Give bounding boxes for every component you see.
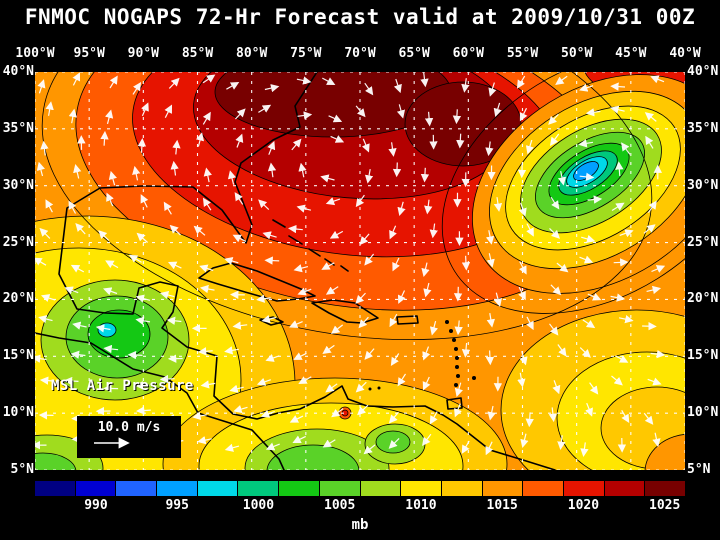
pressure-field bbox=[35, 72, 685, 470]
colorbar-segment-10 bbox=[400, 481, 441, 496]
lon-label-60°W: 60°W bbox=[452, 46, 484, 61]
wind-reference-speed: 10.0 m/s bbox=[97, 420, 161, 435]
colorbar-label-1025: 1025 bbox=[649, 498, 681, 513]
lesser-antilles-islands bbox=[368, 320, 476, 391]
coastline-trinidad bbox=[446, 397, 463, 410]
lat-label-left-35°N: 35°N bbox=[2, 120, 34, 136]
colorbar-segment-13 bbox=[522, 481, 563, 496]
lon-label-80°W: 80°W bbox=[236, 46, 268, 61]
wind-reference-legend: 10.0 m/s bbox=[77, 416, 181, 458]
colorbar-label-1010: 1010 bbox=[405, 498, 437, 513]
colorbar-segment-16 bbox=[644, 481, 685, 496]
lat-label-left-15°N: 15°N bbox=[2, 348, 34, 364]
wind-arrows bbox=[35, 72, 666, 457]
colorbar-segment-1 bbox=[35, 481, 75, 496]
grid-lines bbox=[35, 72, 685, 470]
coastline-bahamas bbox=[272, 219, 349, 272]
lat-label-left-25°N: 25°N bbox=[2, 234, 34, 250]
coastline-pacific bbox=[35, 332, 285, 470]
lon-label-45°W: 45°W bbox=[615, 46, 647, 61]
lon-label-90°W: 90°W bbox=[127, 46, 159, 61]
pressure-map: MSL Air Pressure 10.0 m/s bbox=[35, 72, 685, 470]
colorbar-segment-3 bbox=[115, 481, 157, 496]
colorbar-segment-9 bbox=[359, 481, 401, 496]
lat-label-right-10°N: 10°N bbox=[687, 405, 719, 421]
colorbar-segment-8 bbox=[318, 481, 360, 496]
lat-label-right-25°N: 25°N bbox=[687, 234, 719, 250]
field-label: MSL Air Pressure bbox=[51, 378, 194, 394]
coastline-mainland bbox=[58, 72, 556, 470]
wind-reference-arrow bbox=[94, 437, 130, 449]
lon-label-75°W: 75°W bbox=[290, 46, 322, 61]
coastline-puerto-rico bbox=[396, 315, 419, 325]
lon-label-40°W: 40°W bbox=[669, 46, 701, 61]
lat-label-left-20°N: 20°N bbox=[2, 291, 34, 307]
colorbar-segment-12 bbox=[481, 481, 523, 496]
colorbar-segment-14 bbox=[562, 481, 604, 496]
colorbar-segment-7 bbox=[278, 481, 319, 496]
lat-label-left-10°N: 10°N bbox=[2, 405, 34, 421]
lon-label-55°W: 55°W bbox=[506, 46, 539, 61]
coastlines bbox=[35, 72, 556, 470]
colorbar-unit: mb bbox=[351, 517, 369, 533]
colorbar-segment-11 bbox=[440, 481, 482, 496]
colorbar-segment-2 bbox=[74, 481, 116, 496]
lat-label-right-20°N: 20°N bbox=[687, 291, 719, 307]
lat-label-left-5°N: 5°N bbox=[10, 462, 34, 477]
lon-label-85°W: 85°W bbox=[181, 46, 214, 61]
lat-label-right-30°N: 30°N bbox=[687, 177, 719, 193]
lon-label-95°W: 95°W bbox=[73, 46, 105, 61]
lat-label-left-40°N: 40°N bbox=[2, 64, 34, 79]
coastline-hispaniola bbox=[311, 299, 379, 324]
colorbar-segment-15 bbox=[603, 481, 645, 496]
colorbar-label-990: 990 bbox=[84, 498, 108, 513]
lat-label-right-35°N: 35°N bbox=[687, 120, 719, 136]
colorbar-label-1020: 1020 bbox=[567, 498, 600, 513]
contour-lines bbox=[41, 72, 685, 341]
colorbar-label-1000: 1000 bbox=[242, 498, 275, 513]
lon-label-100°W: 100°W bbox=[15, 46, 55, 61]
colorbar-label-1015: 1015 bbox=[486, 498, 518, 513]
colorbar bbox=[35, 481, 685, 496]
map-canvas bbox=[35, 72, 685, 470]
colorbar-segment-4 bbox=[156, 481, 197, 496]
lon-label-70°W: 70°W bbox=[344, 46, 376, 61]
lat-label-right-5°N: 5°N bbox=[687, 462, 711, 477]
page-title: FNMOC NOGAPS 72-Hr Forecast valid at 200… bbox=[24, 5, 696, 29]
lat-label-right-40°N: 40°N bbox=[687, 64, 719, 79]
lon-label-65°W: 65°W bbox=[398, 46, 430, 61]
colorbar-segment-5 bbox=[196, 481, 238, 496]
colorbar-label-1005: 1005 bbox=[324, 498, 356, 513]
lat-label-left-30°N: 30°N bbox=[2, 177, 34, 193]
colorbar-segment-6 bbox=[237, 481, 279, 496]
lat-label-right-15°N: 15°N bbox=[687, 348, 719, 364]
lon-label-50°W: 50°W bbox=[561, 46, 593, 61]
colorbar-label-995: 995 bbox=[165, 498, 189, 513]
